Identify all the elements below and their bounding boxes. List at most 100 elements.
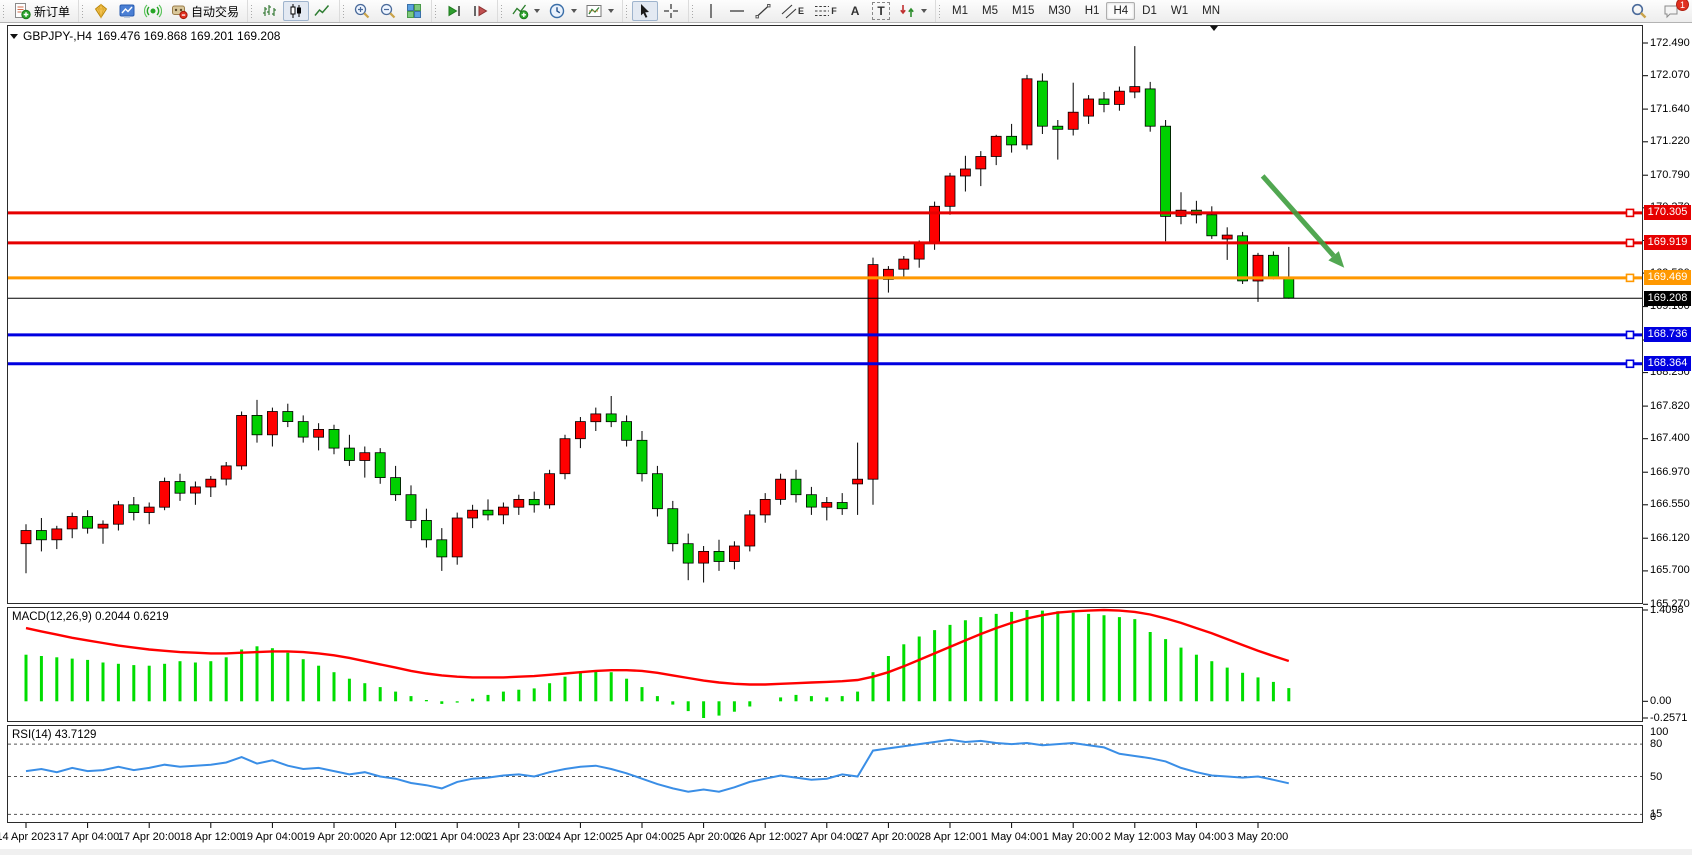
candle-body <box>913 242 925 260</box>
candle-body <box>1252 254 1264 282</box>
candle-body <box>497 506 509 516</box>
text-tool-button[interactable]: A <box>842 1 868 21</box>
indicators-button[interactable] <box>507 1 544 21</box>
vertical-line-button[interactable] <box>698 1 724 21</box>
timeframe-button-m1[interactable]: M1 <box>945 2 975 20</box>
fibonacci-button[interactable]: F <box>809 1 842 21</box>
periods-dropdown-caret <box>571 9 578 13</box>
chart-shift-icon <box>471 2 489 20</box>
crosshair-button[interactable] <box>658 1 684 21</box>
horizontal-line-button[interactable] <box>724 1 750 21</box>
candle-body <box>744 514 756 547</box>
bar-chart-button[interactable] <box>257 1 283 21</box>
rsi-line <box>25 738 1290 793</box>
timeframe-button-m15[interactable]: M15 <box>1005 2 1041 20</box>
templates-button[interactable] <box>581 1 618 21</box>
price-tick-label: 171.220 <box>1650 135 1690 147</box>
time-axis-label: 14 Apr 2023 <box>0 831 56 843</box>
zoom-out-button[interactable] <box>375 1 401 21</box>
timeframe-button-h4[interactable]: H4 <box>1106 2 1136 20</box>
time-axis-label: 26 Apr 12:00 <box>733 831 797 843</box>
trendline-button[interactable] <box>750 1 776 21</box>
toolbar: 新订单 自动交易 <box>0 0 1692 23</box>
hline-drag-marker[interactable] <box>1625 238 1635 248</box>
trend-arrow-line[interactable] <box>1260 174 1336 258</box>
candle-body <box>713 551 725 562</box>
candle-body <box>1283 276 1295 299</box>
channel-button[interactable]: E <box>776 1 809 21</box>
timeframe-button-h1[interactable]: H1 <box>1078 2 1107 20</box>
candle-body <box>1221 234 1233 240</box>
toolbar-group-cursor <box>622 0 688 22</box>
macd-pane[interactable] <box>7 607 1643 722</box>
chart-shift-button[interactable] <box>467 1 493 21</box>
line-chart-button[interactable] <box>309 1 335 21</box>
candle-body <box>236 414 248 467</box>
hline-drag-marker[interactable] <box>1625 330 1635 340</box>
price-level-tag[interactable]: 169.469 <box>1644 270 1691 285</box>
new-order-button[interactable]: 新订单 <box>9 1 74 21</box>
chart-canvas[interactable] <box>0 23 1692 849</box>
arrows-tool-button[interactable] <box>894 1 931 21</box>
price-tick-label: 167.820 <box>1650 400 1690 412</box>
label-letter: T <box>877 4 885 18</box>
rsi-pane[interactable] <box>7 725 1643 823</box>
price-level-tag[interactable]: 169.208 <box>1644 291 1691 306</box>
candle-body <box>1129 86 1141 93</box>
symbol-ohlc: 169.476 169.868 169.201 169.208 <box>96 29 281 43</box>
symbol-dropdown-icon[interactable] <box>10 33 18 39</box>
candle-body <box>836 502 848 510</box>
timeframe-button-mn[interactable]: MN <box>1195 2 1227 20</box>
toolbar-group-scroll <box>431 0 497 22</box>
zoom-in-button[interactable] <box>349 1 375 21</box>
candle-body <box>867 264 879 480</box>
timeframe-button-d1[interactable]: D1 <box>1135 2 1164 20</box>
hline-drag-marker[interactable] <box>1625 273 1635 283</box>
price-tick-label: 166.550 <box>1650 498 1690 510</box>
timeframe-button-m30[interactable]: M30 <box>1041 2 1077 20</box>
candle-body <box>97 523 109 529</box>
signals-button[interactable] <box>140 1 166 21</box>
time-axis-label: 27 Apr 20:00 <box>856 831 920 843</box>
time-axis-label: 19 Apr 04:00 <box>240 831 304 843</box>
hline-drag-marker[interactable] <box>1625 208 1635 218</box>
rsi-tick-label: 80 <box>1650 738 1663 750</box>
price-level-tag[interactable]: 170.305 <box>1644 205 1691 220</box>
metaeditor-button[interactable] <box>114 1 140 21</box>
periods-clock-icon <box>548 2 566 20</box>
candle-body <box>451 517 463 558</box>
cursor-button[interactable] <box>632 1 659 21</box>
search-button[interactable] <box>1626 1 1652 21</box>
metaeditor-icon <box>118 2 136 20</box>
bar-chart-icon <box>261 2 279 20</box>
price-level-tag[interactable]: 169.919 <box>1644 235 1691 250</box>
candle-body <box>1268 254 1279 278</box>
templates-icon <box>585 2 603 20</box>
cursor-arrow-icon <box>636 2 654 20</box>
candle-body <box>1052 125 1064 130</box>
autotrading-button[interactable]: 自动交易 <box>166 1 243 21</box>
trend-arrow-head[interactable] <box>1328 251 1345 268</box>
price-tick-label: 165.270 <box>1650 598 1690 610</box>
hline-drag-marker[interactable] <box>1625 359 1635 369</box>
market-button[interactable] <box>88 1 114 21</box>
text-tool-icon: A <box>850 4 860 18</box>
autoscroll-button[interactable] <box>441 1 467 21</box>
time-axis-label: 17 Apr 04:00 <box>56 831 120 843</box>
candle-body <box>806 494 817 508</box>
timeframe-button-w1[interactable]: W1 <box>1164 2 1195 20</box>
timeframe-button-m5[interactable]: M5 <box>975 2 1005 20</box>
text-label-button[interactable]: T <box>868 1 894 21</box>
tile-windows-button[interactable] <box>401 1 427 21</box>
price-level-tag[interactable]: 168.736 <box>1644 327 1691 342</box>
equidistant-channel-icon <box>780 2 798 20</box>
indicators-dropdown-caret <box>534 9 541 13</box>
candlestick-chart-button[interactable] <box>283 1 310 21</box>
price-level-tag[interactable]: 168.364 <box>1644 356 1691 371</box>
candle-body <box>405 494 417 521</box>
periods-button[interactable] <box>544 1 581 21</box>
time-axis-label: 19 Apr 20:00 <box>302 831 366 843</box>
chart-shift-marker[interactable] <box>1210 26 1218 31</box>
chat-button[interactable]: 1 <box>1658 0 1689 21</box>
candle-body <box>482 509 494 516</box>
